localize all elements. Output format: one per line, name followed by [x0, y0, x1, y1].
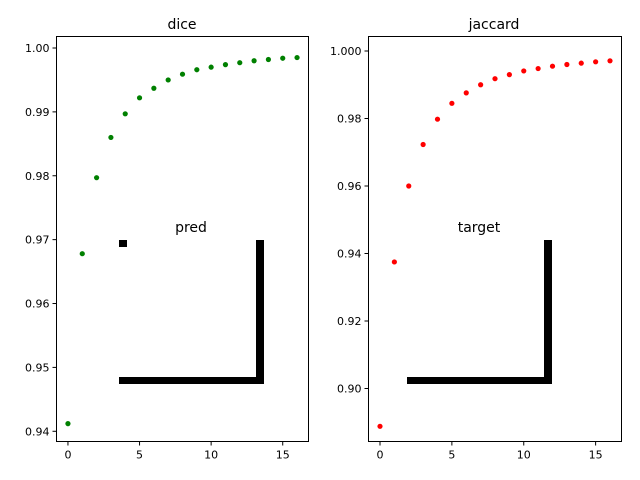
dice-point: [194, 67, 200, 73]
target-inset-title: target: [458, 220, 501, 236]
dice-y-tick-label: 0.94: [25, 425, 50, 438]
jaccard-y-tick-label: 0.98: [337, 113, 362, 126]
pred-inset-title: pred: [175, 220, 207, 236]
target-horizontal-bar: [407, 377, 552, 384]
dice-point: [108, 134, 114, 141]
dice-point: [65, 421, 71, 427]
dice-x-tick-label: 0: [64, 449, 71, 462]
dice-y-tick-label: 0.96: [25, 298, 50, 311]
jaccard-point: [463, 90, 469, 96]
jaccard-y-tick-label: 1.000: [330, 45, 362, 58]
jaccard-x-ticks: 0 5 10 15: [377, 441, 603, 462]
jaccard-point: [434, 116, 441, 122]
jaccard-point: [506, 72, 512, 78]
dice-x-tick-label: 15: [276, 449, 290, 462]
dice-point: [122, 111, 128, 117]
jaccard-y-tick-label: 0.94: [337, 248, 362, 261]
dice-axes-frame: [56, 36, 309, 442]
jaccard-points: [377, 58, 613, 429]
jaccard-point: [549, 63, 556, 69]
jaccard-x-tick-label: 10: [517, 449, 531, 462]
jaccard-point: [607, 58, 613, 64]
dice-point: [208, 64, 214, 70]
jaccard-point: [564, 61, 570, 68]
jaccard-x-tick-label: 0: [377, 449, 384, 462]
dice-x-ticks: 0 5 10 15: [64, 441, 290, 462]
dice-title: dice: [167, 17, 196, 33]
jaccard-axes-frame: [368, 36, 622, 442]
jaccard-x-tick-label: 5: [448, 449, 455, 462]
jaccard-y-tick-label: 0.92: [337, 315, 362, 328]
jaccard-point: [535, 65, 541, 72]
jaccard-y-ticks: 0.90 0.92 0.94 0.96 0.98 1.000: [330, 45, 369, 396]
dice-point: [280, 55, 286, 61]
dice-point: [251, 58, 257, 64]
jaccard-point: [391, 259, 397, 265]
jaccard-y-tick-label: 0.96: [337, 180, 362, 193]
dice-y-ticks: 0.94 0.95 0.96 0.97 0.98 0.99 1.00: [25, 42, 57, 438]
dice-y-tick-label: 1.00: [25, 42, 50, 55]
jaccard-point: [406, 183, 412, 189]
dice-point: [165, 77, 171, 83]
jaccard-point: [420, 141, 426, 148]
jaccard-point: [593, 59, 599, 65]
jaccard-point: [578, 60, 584, 66]
dice-y-tick-label: 0.99: [25, 106, 50, 119]
pred-dot: [119, 240, 127, 247]
target-vertical-bar: [544, 240, 552, 384]
jaccard-point: [492, 76, 498, 82]
jaccard-x-tick-label: 15: [589, 449, 603, 462]
dice-point: [179, 71, 186, 77]
dice-point: [93, 175, 100, 181]
jaccard-point: [377, 423, 383, 429]
jaccard-subplot: target 0 5 10 15 0.900.920.940.960.981.000 …: [330, 17, 622, 462]
dice-y-tick-label: 0.97: [25, 234, 50, 247]
jaccard-y-tick-label: 0.90: [337, 383, 362, 396]
target-inset: target: [407, 220, 552, 384]
jaccard-point: [521, 68, 527, 74]
dice-point: [237, 60, 243, 66]
pred-vertical-bar: [256, 240, 264, 384]
pred-horizontal-bar: [119, 377, 264, 384]
jaccard-title: jaccard: [468, 17, 520, 33]
dice-subplot: pred 0 5 10 15 0.94 0.95 0.96 0.97 0.98 0.99 1.00…: [25, 17, 309, 462]
dice-points: [65, 54, 300, 427]
jaccard-point: [449, 100, 455, 106]
dice-point: [265, 56, 272, 63]
dice-point: [79, 251, 85, 257]
jaccard-point: [478, 82, 484, 88]
dice-x-tick-label: 10: [204, 449, 218, 462]
dice-point: [294, 54, 300, 61]
dice-point: [136, 95, 143, 101]
dice-x-tick-label: 5: [136, 449, 143, 462]
dice-point: [222, 62, 229, 68]
dice-y-tick-label: 0.98: [25, 170, 50, 183]
dice-point: [151, 85, 157, 91]
dice-y-tick-label: 0.95: [25, 361, 50, 374]
pred-inset: pred: [119, 220, 264, 384]
